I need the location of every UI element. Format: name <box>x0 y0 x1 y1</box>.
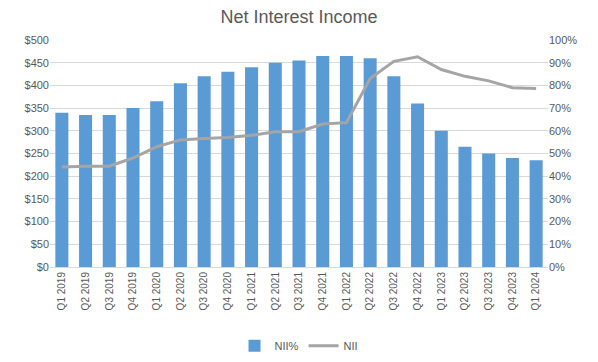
svg-text:90%: 90% <box>549 57 571 69</box>
svg-text:Q3 2021: Q3 2021 <box>293 272 304 311</box>
svg-text:Q3 2022: Q3 2022 <box>388 272 399 311</box>
svg-text:60%: 60% <box>549 125 571 137</box>
svg-text:10%: 10% <box>549 238 571 250</box>
svg-text:Q2 2021: Q2 2021 <box>270 272 281 311</box>
svg-text:Q2 2023: Q2 2023 <box>459 272 470 311</box>
svg-text:$350: $350 <box>25 102 49 114</box>
svg-text:Q4 2022: Q4 2022 <box>412 272 423 311</box>
svg-text:Q1 2020: Q1 2020 <box>151 272 162 311</box>
svg-text:Q1 2022: Q1 2022 <box>341 272 352 311</box>
svg-text:Q1 2021: Q1 2021 <box>246 272 257 311</box>
svg-text:$400: $400 <box>25 79 49 91</box>
svg-text:Q2 2020: Q2 2020 <box>175 272 186 311</box>
svg-text:NII%: NII% <box>275 340 299 352</box>
svg-text:$200: $200 <box>25 170 49 182</box>
svg-text:Q1 2024: Q1 2024 <box>530 272 541 311</box>
svg-text:$450: $450 <box>25 57 49 69</box>
svg-text:80%: 80% <box>549 79 571 91</box>
svg-text:Net Interest Income: Net Interest Income <box>220 7 377 27</box>
svg-text:Q3 2023: Q3 2023 <box>483 272 494 311</box>
svg-text:$50: $50 <box>31 238 49 250</box>
svg-text:0%: 0% <box>549 261 565 273</box>
svg-text:Q4 2020: Q4 2020 <box>222 272 233 311</box>
svg-text:$500: $500 <box>25 34 49 46</box>
svg-text:$0: $0 <box>37 261 49 273</box>
svg-text:Q4 2023: Q4 2023 <box>507 272 518 311</box>
svg-text:30%: 30% <box>549 193 571 205</box>
svg-text:Q1 2023: Q1 2023 <box>436 272 447 311</box>
svg-text:100%: 100% <box>549 34 577 46</box>
svg-text:Q4 2019: Q4 2019 <box>127 272 138 311</box>
svg-text:Q2 2022: Q2 2022 <box>364 272 375 311</box>
svg-text:20%: 20% <box>549 215 571 227</box>
svg-text:Q2 2019: Q2 2019 <box>80 272 91 311</box>
svg-text:$300: $300 <box>25 125 49 137</box>
svg-text:Q3 2020: Q3 2020 <box>198 272 209 311</box>
svg-text:NII: NII <box>344 340 358 352</box>
svg-text:Q1 2019: Q1 2019 <box>56 272 67 311</box>
svg-text:$250: $250 <box>25 147 49 159</box>
svg-text:70%: 70% <box>549 102 571 114</box>
svg-text:Q4 2021: Q4 2021 <box>317 272 328 311</box>
svg-text:Q3 2019: Q3 2019 <box>104 272 115 311</box>
svg-text:$100: $100 <box>25 215 49 227</box>
svg-text:$150: $150 <box>25 193 49 205</box>
svg-text:40%: 40% <box>549 170 571 182</box>
svg-text:50%: 50% <box>549 147 571 159</box>
